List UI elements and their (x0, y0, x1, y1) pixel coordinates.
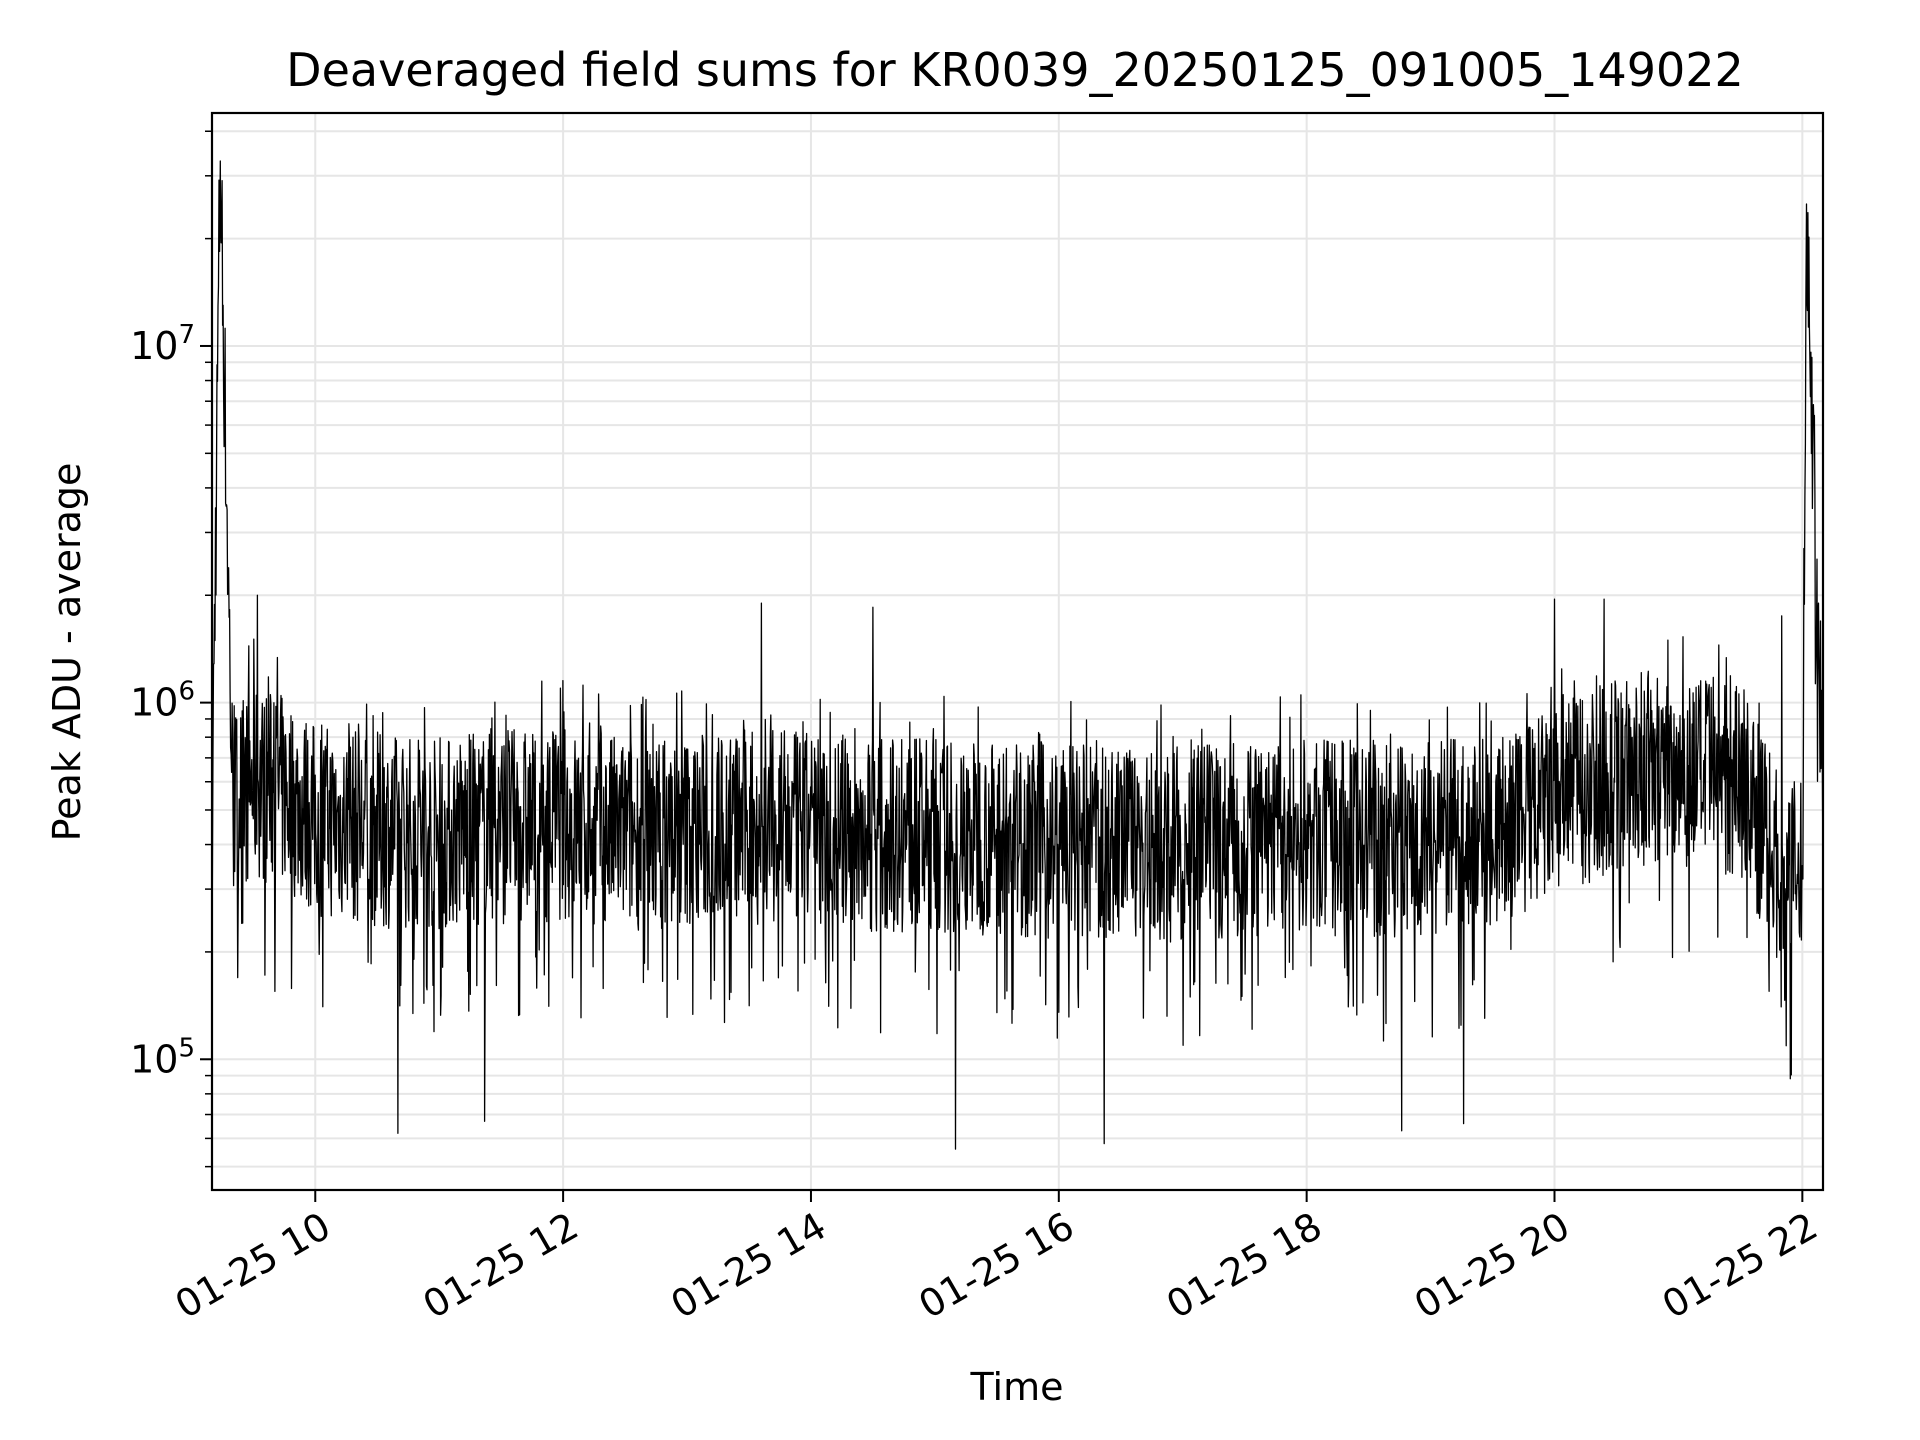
plot-area-frame (210, 111, 1825, 1192)
series-line (212, 160, 1823, 1150)
data-series (212, 160, 1823, 1150)
y-tick-label: 106 (130, 677, 195, 725)
y-tick-label: 107 (130, 320, 195, 368)
chart-title: Deaveraged field sums for KR0039_2025012… (286, 43, 1744, 97)
y-tick-label: 105 (130, 1033, 195, 1081)
y-axis-label: Peak ADU - average (45, 463, 89, 842)
x-axis-label: Time (970, 1365, 1064, 1409)
y-axis: 105 106 107 (130, 130, 212, 1168)
